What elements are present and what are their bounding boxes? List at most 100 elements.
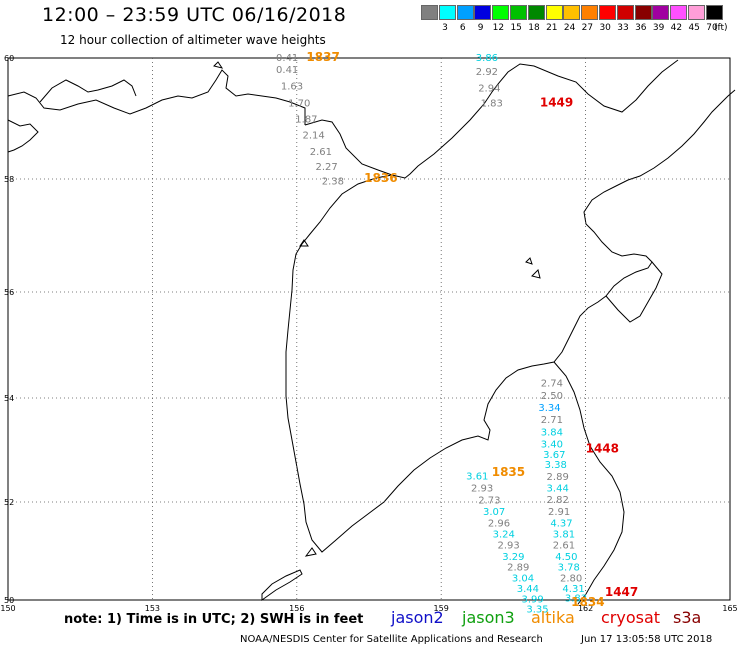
legend-swatch xyxy=(510,5,527,20)
legend-bin-label: 39 xyxy=(652,23,665,33)
map-title: 12:00 – 23:59 UTC 06/16/2018 xyxy=(42,4,347,26)
legend-swatch xyxy=(581,5,599,20)
swh-value: 2.82 xyxy=(547,495,569,506)
swh-value: 0.41 xyxy=(276,53,298,64)
swh-value: 2.89 xyxy=(547,472,569,483)
swh-value: 1.70 xyxy=(288,98,310,109)
swh-value: 2.92 xyxy=(476,67,498,78)
swh-value: 3.44 xyxy=(517,584,539,595)
swh-value: 1.83 xyxy=(481,98,503,109)
swh-value: 3.35 xyxy=(526,605,548,616)
swh-value: 3.99 xyxy=(522,595,544,606)
swh-value: 3.67 xyxy=(543,450,565,461)
swh-value: 2.61 xyxy=(553,541,575,552)
swh-value: 2.91 xyxy=(548,507,570,518)
legend-sat-s3a: s3a xyxy=(673,608,702,627)
swh-value: 2.94 xyxy=(478,83,500,94)
kamchatka-west-shore xyxy=(285,89,736,553)
lat-tick-label: 56 xyxy=(4,288,14,297)
kamchatka-east-shore xyxy=(553,361,625,605)
lat-tick-label: 58 xyxy=(4,175,14,184)
lat-tick-label: 60 xyxy=(4,54,14,63)
legend-bin-label: 6 xyxy=(459,23,466,33)
legend-swatch xyxy=(527,5,545,20)
legend-swatch xyxy=(456,5,474,20)
legend-sat-altika: altika xyxy=(531,608,575,627)
legend-bin-label: 45 xyxy=(688,23,700,33)
legend-swatch xyxy=(545,5,563,20)
legend-swatch xyxy=(474,5,492,20)
swh-value: 3.61 xyxy=(466,472,488,483)
legend-bin-label: 21 xyxy=(546,23,558,33)
legend-swatch xyxy=(599,5,616,20)
island xyxy=(525,257,533,265)
lon-tick-label: 153 xyxy=(145,604,160,613)
lon-tick-label: 165 xyxy=(722,604,737,613)
magadan-coastline xyxy=(7,69,306,125)
legend-bin-label: 24 xyxy=(563,23,576,33)
swh-value: 1.63 xyxy=(281,81,303,92)
lat-tick-label: 54 xyxy=(4,394,14,403)
swh-value: 2.80 xyxy=(560,573,582,584)
legend-swatch xyxy=(670,5,688,20)
small-island xyxy=(213,61,224,69)
generation-timestamp: Jun 17 13:05:58 UTC 2018 xyxy=(581,634,713,645)
coast-segment xyxy=(7,119,39,153)
footer-note: note: 1) Time is in UTC; 2) SWH is in fe… xyxy=(64,612,364,627)
altimeter-tracks: 0.410.41 1.63 1.70 1.87 2.14 2.61 2.27 2.38 1837… xyxy=(276,50,638,615)
kuril-island xyxy=(261,569,303,601)
pass-time-label: 1448 xyxy=(586,442,619,456)
swh-value: 0.41 xyxy=(276,65,298,76)
swh-value: 3.81 xyxy=(553,529,575,540)
lon-tick-label: 162 xyxy=(578,604,593,613)
swh-value: 2.93 xyxy=(497,541,519,552)
small-island xyxy=(299,239,309,247)
legend-bin-label: 12 xyxy=(492,23,505,33)
swh-value: 2.73 xyxy=(478,495,500,506)
swh-value: 3.04 xyxy=(512,573,534,584)
legend-sat-cryosat: cryosat xyxy=(601,608,661,627)
swh-value: 3.86 xyxy=(476,53,498,64)
legend-bin-label: 27 xyxy=(581,23,594,33)
swh-value: 3.07 xyxy=(483,507,505,518)
legend-unit-label: (ft) xyxy=(714,23,728,33)
swh-value: 2.89 xyxy=(507,563,529,574)
pass-time-label: 1447 xyxy=(605,585,638,599)
legend-bin-label: 36 xyxy=(635,23,647,33)
swh-value: 2.93 xyxy=(471,484,493,495)
legend-swatch xyxy=(492,5,510,20)
swh-value: 4.31 xyxy=(562,584,584,595)
lat-tick-label: 52 xyxy=(4,498,14,507)
lon-tick-label: 156 xyxy=(289,604,304,613)
legend-swatch xyxy=(705,5,723,20)
kamchatka-tip xyxy=(605,261,663,323)
swh-value: 3.34 xyxy=(538,403,560,414)
swh-value: 2.27 xyxy=(316,162,338,173)
swh-value: 2.38 xyxy=(322,177,344,188)
swh-value: 2.50 xyxy=(541,391,563,402)
swh-value: 4.50 xyxy=(555,552,577,563)
legend-swatch xyxy=(634,5,652,20)
legend-bin-label: 33 xyxy=(617,23,629,33)
legend-swatch xyxy=(563,5,581,20)
swh-value: 2.71 xyxy=(541,415,563,426)
legend-bin-label: 70 xyxy=(706,23,718,33)
swh-value: 3.78 xyxy=(558,563,580,574)
coastline xyxy=(7,59,736,605)
lon-tick-label: 159 xyxy=(434,604,449,613)
kamchatka-coastline xyxy=(304,59,679,179)
legend-swatch xyxy=(616,5,634,20)
kuril-island xyxy=(304,547,317,557)
swh-value: 3.29 xyxy=(502,552,524,563)
swh-value: 3.83 xyxy=(565,594,587,605)
legend-sat-jason2: jason2 xyxy=(391,608,444,627)
legend-bin-label: 9 xyxy=(477,23,484,33)
legend-swatch xyxy=(438,5,456,20)
pass-time-label: 1837 xyxy=(306,50,339,64)
legend-bin-label: 3 xyxy=(442,23,448,33)
pass-time-label: 1834 xyxy=(571,595,604,609)
swh-value: 3.84 xyxy=(541,427,563,438)
legend-swatch xyxy=(421,5,438,20)
swh-value: 3.44 xyxy=(547,484,569,495)
